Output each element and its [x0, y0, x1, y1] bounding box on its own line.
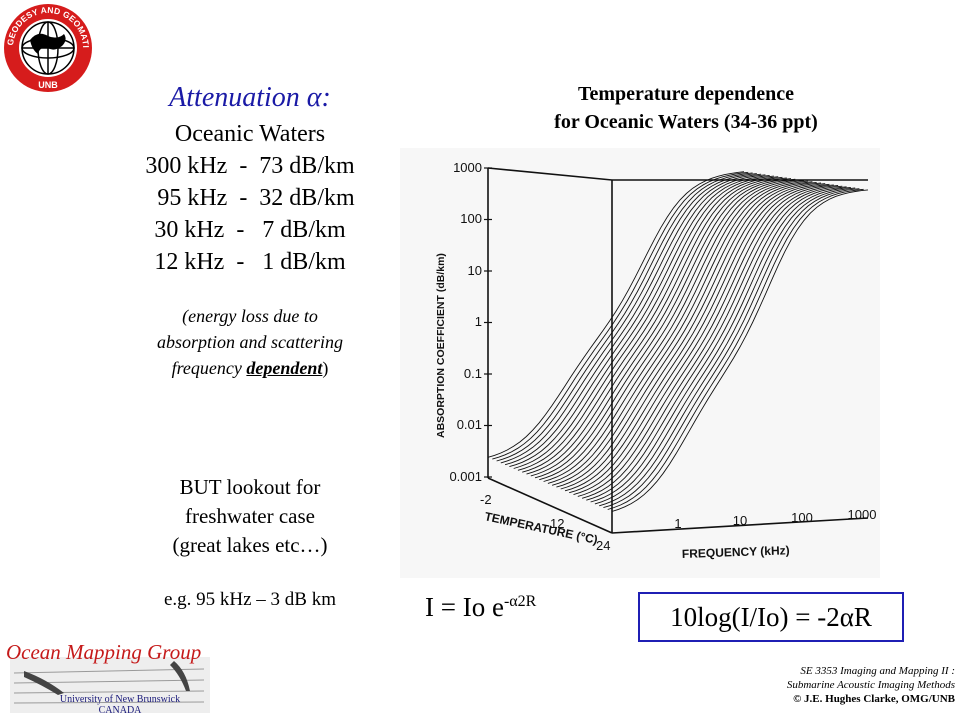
frequency-axis-label: FREQUENCY (kHz)	[682, 543, 790, 561]
absorption-curve	[500, 173, 757, 464]
uggg-logo: GEODESY AND GEOMATICS ENGINEERING UNB	[2, 2, 92, 92]
absorption-curve	[543, 179, 800, 482]
absorption-3d-plot: 1000 100 10 1 0.1 0.01 0.001 ABSORPTION …	[400, 148, 880, 578]
absorption-curve	[594, 186, 851, 505]
attenuation-95khz: 95 kHz - 32 dB/km	[145, 185, 355, 211]
absorption-curve	[590, 186, 847, 503]
y-axis-label: ABSORPTION COEFFICIENT (dB/km)	[435, 253, 447, 438]
decibel-formula-box: 10log(I/Io) = -2αR	[638, 592, 904, 642]
absorption-curve	[551, 180, 809, 486]
unb-canada-label: University of New Brunswick CANADA	[59, 694, 181, 716]
dependent-emphasis: dependent	[246, 358, 323, 378]
attenuation-300khz: 300 kHz - 73 dB/km	[145, 153, 355, 179]
attenuation-title: Attenuation α:	[169, 82, 331, 113]
y-tick-labels: 1000 100 10 1 0.1 0.01 0.001	[449, 160, 482, 484]
absorption-curve	[611, 189, 869, 512]
absorption-curve	[517, 175, 774, 471]
temp-tick-minus2: -2	[480, 492, 492, 507]
absorption-curve	[599, 187, 856, 507]
freq-tick-1: 1	[674, 516, 681, 531]
plot-heading: Temperature dependence for Oceanic Water…	[554, 83, 818, 133]
absorption-curve	[513, 174, 770, 469]
note-line-1: (energy loss due to	[182, 306, 318, 326]
note-line-3: frequency dependent)	[171, 358, 329, 378]
freshwater-example: e.g. 95 kHz – 3 dB km	[163, 589, 337, 610]
y-tick-1: 1	[475, 314, 482, 329]
y-tick-0.01: 0.01	[457, 417, 482, 432]
copyright: © J.E. Hughes Clarke, OMG/UNB	[793, 693, 955, 705]
course-footer: SE 3353 Imaging and Mapping II : Submari…	[690, 664, 955, 706]
absorption-curve	[560, 181, 817, 490]
attenuation-values: Oceanic Waters 300 kHz - 73 dB/km 95 kHz…	[120, 118, 380, 278]
freq-tick-1000: 1000	[848, 507, 877, 522]
ocean-mapping-group-title: Ocean Mapping Group	[6, 640, 202, 664]
freq-tick-10: 10	[733, 513, 747, 528]
absorption-curve	[504, 173, 762, 466]
energy-loss-note: (energy loss due to absorption and scatt…	[120, 303, 380, 381]
intensity-formula: I = Io e-α2R	[425, 592, 537, 622]
logo-unb-text: UNB	[38, 80, 58, 90]
y-tick-0.1: 0.1	[464, 366, 482, 381]
absorption-curve	[603, 188, 860, 509]
absorption-curve	[492, 171, 749, 460]
absorption-curve	[526, 176, 783, 475]
absorption-curve	[539, 178, 796, 481]
temp-tick-24: 24	[596, 538, 610, 553]
absorption-curve	[577, 184, 834, 497]
absorption-curve	[522, 176, 779, 473]
oceanic-waters-line: Oceanic Waters	[174, 121, 326, 147]
absorption-curve	[534, 178, 792, 479]
course-title: Submarine Acoustic Imaging Methods	[786, 679, 955, 691]
absorption-curve	[586, 185, 843, 501]
y-tick-10: 10	[468, 263, 482, 278]
y-tick-0.001: 0.001	[449, 469, 482, 484]
attenuation-12khz: 12 kHz - 1 dB/km	[154, 249, 346, 275]
absorption-curve	[564, 182, 822, 492]
freq-tick-100: 100	[791, 510, 813, 525]
absorption-curve	[509, 174, 766, 468]
attenuation-30khz: 30 kHz - 7 dB/km	[154, 217, 346, 243]
absorption-curve	[569, 183, 826, 494]
course-code: SE 3353 Imaging and Mapping II :	[800, 665, 955, 677]
absorption-curve	[496, 172, 753, 462]
absorption-curve	[573, 183, 830, 496]
absorption-curve	[530, 177, 787, 477]
temp-tick-12: 12	[550, 516, 564, 531]
absorption-curve	[607, 188, 864, 510]
y-tick-100: 100	[460, 211, 482, 226]
note-line-2: absorption and scattering	[156, 332, 343, 352]
y-tick-1000: 1000	[453, 160, 482, 175]
absorption-curves	[487, 171, 869, 512]
absorption-curve	[547, 180, 804, 484]
absorption-curve	[556, 181, 813, 488]
freshwater-warning: BUT lookout for freshwater case (great l…	[172, 475, 328, 557]
absorption-curve	[487, 171, 745, 458]
ocean-mapping-group-logo	[10, 657, 210, 713]
absorption-curve	[581, 185, 839, 499]
